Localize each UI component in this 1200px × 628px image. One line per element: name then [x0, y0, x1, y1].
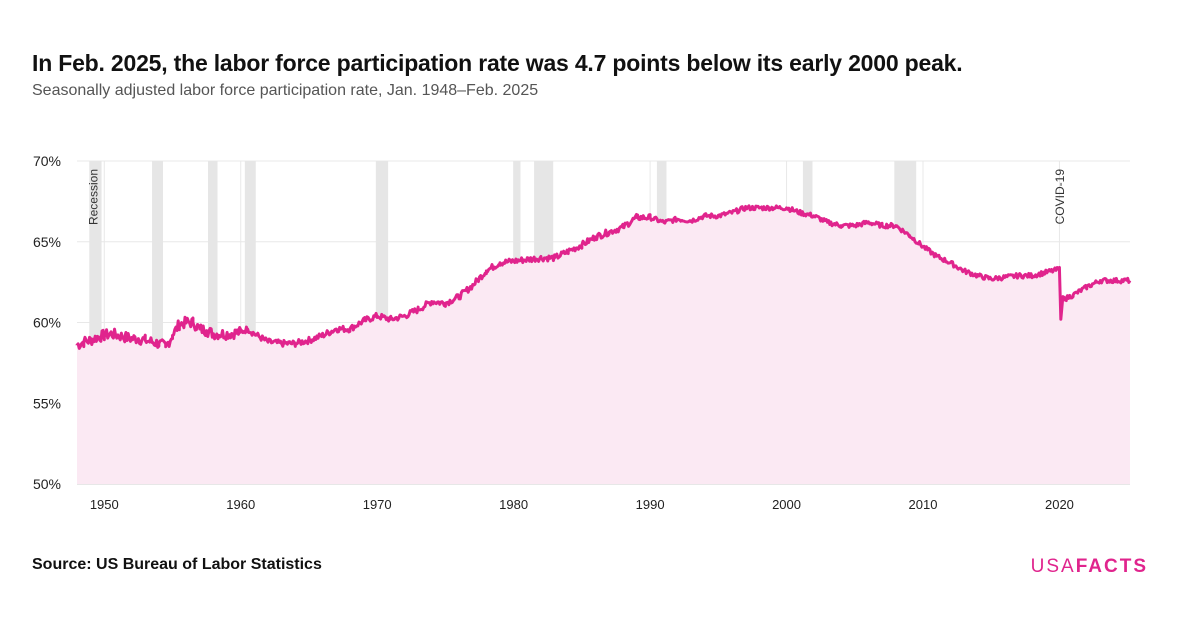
chart-subtitle: Seasonally adjusted labor force particip…	[32, 82, 539, 99]
annotations: Recession COVID-19	[87, 169, 1067, 225]
chart-area: 50% 55% 60% 65% 70% 1950 1960 1970 1980 1990 2000…	[33, 153, 1132, 512]
x-tick-label: 1990	[636, 497, 665, 512]
y-tick-label: 50%	[33, 476, 61, 492]
series-line	[75, 204, 1132, 350]
recession-band	[207, 161, 218, 484]
y-tick-label: 70%	[33, 153, 61, 169]
chart-title: In Feb. 2025, the labor force participat…	[32, 50, 963, 76]
source-label: Source:	[32, 556, 92, 573]
source-value: US Bureau of Labor Statistics	[96, 556, 322, 573]
x-tick-label: 1970	[363, 497, 392, 512]
recession-band	[244, 161, 256, 484]
y-tick-label: 65%	[33, 234, 61, 250]
logo-part-2: FACTS	[1075, 556, 1148, 577]
series-area	[77, 205, 1130, 485]
y-tick-label: 55%	[33, 395, 61, 411]
x-tick-label: 1950	[90, 497, 119, 512]
annotation-label: Recession	[87, 169, 101, 225]
source-note: Source: US Bureau of Labor Statistics	[32, 556, 322, 574]
x-axis: 1950 1960 1970 1980 1990 2000 2010 2020	[90, 497, 1074, 512]
x-tick-label: 2000	[772, 497, 801, 512]
x-tick-label: 1980	[499, 497, 528, 512]
annotation-label: COVID-19	[1053, 169, 1067, 225]
y-tick-label: 60%	[33, 315, 61, 331]
logo-part-1: USA	[1030, 556, 1076, 577]
x-tick-label: 2010	[909, 497, 938, 512]
y-axis: 50% 55% 60% 65% 70%	[33, 153, 61, 492]
x-tick-label: 1960	[226, 497, 255, 512]
recession-band	[152, 161, 163, 484]
x-tick-label: 2020	[1045, 497, 1074, 512]
usafacts-logo: USAFACTS	[1031, 556, 1148, 578]
